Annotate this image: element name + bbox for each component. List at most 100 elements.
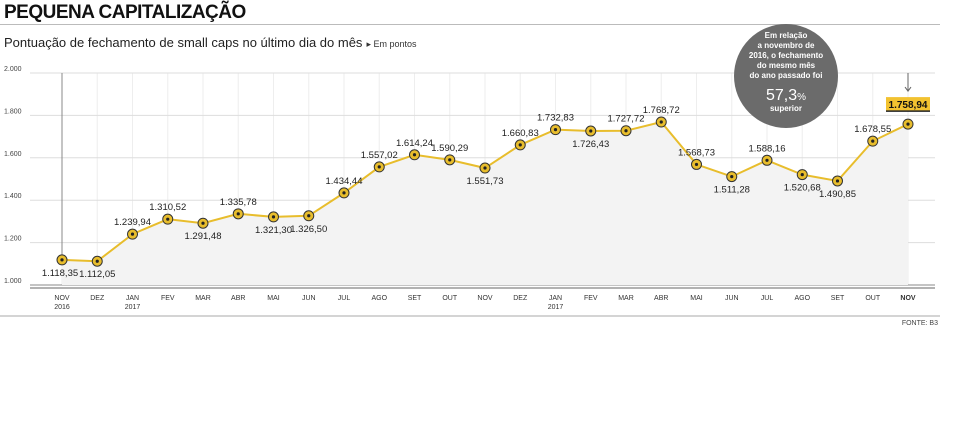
arrow-down-icon bbox=[904, 86, 912, 92]
data-point-center bbox=[730, 175, 734, 179]
y-tick-label: 1.000 bbox=[4, 278, 22, 285]
x-tick-label: MAR bbox=[618, 295, 634, 302]
data-label: 1.557,02 bbox=[361, 150, 398, 161]
x-tick-label: JAN bbox=[126, 295, 139, 302]
x-tick-label: NOV bbox=[900, 295, 916, 302]
data-point-center bbox=[694, 162, 699, 167]
data-label: 1.727,72 bbox=[608, 114, 645, 125]
data-point-center bbox=[800, 173, 804, 177]
data-point-center bbox=[377, 165, 381, 169]
x-tick-label: FEV bbox=[584, 295, 598, 302]
data-label: 1.291,48 bbox=[185, 231, 222, 242]
data-label: 1.588,16 bbox=[749, 143, 786, 154]
x-tick-label: DEZ bbox=[90, 295, 105, 302]
data-point-center bbox=[835, 179, 840, 183]
data-label: 1.239,94 bbox=[114, 217, 151, 228]
area-fill bbox=[62, 122, 908, 285]
x-tick-label: MAI bbox=[267, 295, 280, 302]
data-point-center bbox=[483, 166, 487, 170]
y-tick-label: 1.400 bbox=[4, 193, 22, 200]
callout-text: a novembro de bbox=[758, 41, 815, 50]
x-tick-sublabel: 2017 bbox=[548, 304, 564, 311]
data-point-center bbox=[553, 128, 558, 132]
x-tick-label: JUN bbox=[302, 295, 316, 302]
chart-subtitle: Pontuação de fechamento de small caps no… bbox=[4, 35, 416, 50]
data-point-center bbox=[236, 212, 240, 216]
highlight-label-box bbox=[886, 97, 930, 112]
callout-text: superior bbox=[770, 104, 802, 113]
callout-text: do mesmo mês bbox=[757, 61, 816, 70]
data-label: 1.590,29 bbox=[431, 143, 468, 154]
data-point-center bbox=[412, 153, 417, 157]
x-tick-label: NOV bbox=[54, 295, 70, 302]
x-tick-label: MAI bbox=[690, 295, 703, 302]
x-tick-label: ABR bbox=[654, 295, 668, 302]
data-label: 1.568,73 bbox=[678, 147, 715, 158]
callout-text: 2016, o fechamento bbox=[749, 51, 823, 60]
data-point-center bbox=[659, 120, 663, 124]
unit-note: ▸ Em pontos bbox=[366, 39, 417, 49]
x-tick-label: JUL bbox=[338, 295, 351, 302]
data-label: 1.726,43 bbox=[572, 139, 609, 150]
subtitle-text: Pontuação de fechamento de small caps no… bbox=[4, 35, 363, 50]
data-label: 1.551,73 bbox=[467, 176, 504, 187]
y-tick-label: 1.600 bbox=[4, 151, 22, 158]
data-label: 1.768,72 bbox=[643, 105, 680, 116]
data-point-center bbox=[307, 214, 311, 218]
callout-value-number: 57,3 bbox=[766, 87, 797, 104]
y-tick-label: 2.000 bbox=[4, 66, 22, 73]
data-label: 1.758,94 bbox=[889, 100, 928, 111]
x-tick-label: JUL bbox=[761, 295, 774, 302]
x-tick-label: OUT bbox=[442, 295, 458, 302]
data-point-center bbox=[201, 221, 205, 225]
data-point-center bbox=[342, 191, 346, 195]
x-tick-label: JUN bbox=[725, 295, 739, 302]
data-label: 1.118,35 bbox=[42, 268, 78, 279]
callout-text: Em relação bbox=[765, 31, 808, 40]
data-point-center bbox=[271, 215, 276, 219]
y-tick-label: 1.800 bbox=[4, 108, 22, 115]
x-tick-label: OUT bbox=[865, 295, 881, 302]
data-point-center bbox=[871, 139, 875, 143]
data-point-center bbox=[166, 217, 170, 221]
data-point-center bbox=[130, 232, 135, 236]
data-point-center bbox=[60, 258, 64, 262]
data-point-center bbox=[624, 129, 628, 133]
data-point-center bbox=[589, 129, 593, 133]
data-label: 1.678,55 bbox=[854, 124, 891, 135]
x-tick-label: FEV bbox=[161, 295, 175, 302]
data-point-center bbox=[518, 143, 522, 147]
x-tick-label: ABR bbox=[231, 295, 245, 302]
data-point-center bbox=[906, 122, 910, 126]
data-label: 1.511,28 bbox=[714, 185, 750, 196]
data-label: 1.310,52 bbox=[149, 202, 186, 213]
data-point-center bbox=[448, 158, 452, 162]
callout-text: do ano passado foi bbox=[750, 71, 823, 80]
title-rule bbox=[0, 24, 940, 25]
callout-bubble bbox=[734, 24, 838, 128]
x-tick-sublabel: 2016 bbox=[54, 304, 70, 311]
data-label: 1.660,83 bbox=[502, 128, 539, 139]
data-label: 1.321,30 bbox=[255, 225, 292, 236]
y-tick-label: 1.200 bbox=[4, 236, 22, 243]
chart-title: PEQUENA CAPITALIZAÇÃO bbox=[4, 2, 246, 23]
callout-value-suffix: % bbox=[797, 92, 806, 103]
data-label: 1.614,24 bbox=[396, 138, 433, 149]
x-tick-label: NOV bbox=[477, 295, 493, 302]
data-label: 1.490,85 bbox=[819, 189, 856, 200]
data-label: 1.326,50 bbox=[290, 224, 327, 235]
x-tick-label: AGO bbox=[371, 295, 387, 302]
callout-value: 57,3% bbox=[766, 87, 806, 104]
data-label: 1.434,44 bbox=[326, 176, 363, 187]
data-label: 1.112,05 bbox=[79, 269, 115, 280]
data-label: 1.732,83 bbox=[537, 113, 574, 124]
source-note: FONTE: B3 bbox=[901, 320, 938, 327]
x-tick-label: MAR bbox=[195, 295, 211, 302]
x-tick-sublabel: 2017 bbox=[125, 304, 141, 311]
x-tick-label: JAN bbox=[549, 295, 562, 302]
data-label: 1.335,78 bbox=[220, 197, 257, 208]
x-tick-label: SET bbox=[831, 295, 845, 302]
x-tick-label: DEZ bbox=[513, 295, 528, 302]
data-point-center bbox=[95, 259, 99, 263]
x-tick-label: AGO bbox=[794, 295, 810, 302]
